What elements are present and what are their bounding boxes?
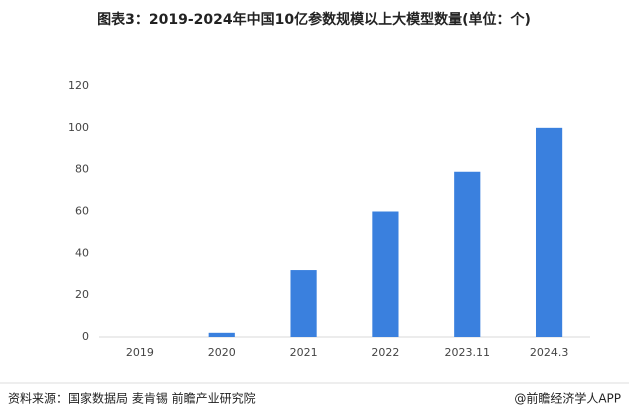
bar [535,127,563,337]
y-tick-label: 100 [68,121,89,134]
bar [372,211,399,337]
x-tick-label: 2024.3 [530,346,569,359]
x-tick-label: 2022 [371,346,399,359]
y-tick-label: 60 [75,205,89,218]
bar [290,270,317,337]
x-tick-label: 2023.11 [445,346,491,359]
x-tick-label: 2020 [208,346,236,359]
bar [208,332,235,337]
bar [454,171,481,337]
x-tick-label: 2019 [126,346,154,359]
y-tick-label: 80 [75,163,89,176]
source: 资料来源：国家数据局 麦肯锡 前瞻产业研究院 [8,391,256,406]
credit: @前瞻经济学人APP [514,391,621,406]
y-tick-label: 0 [82,330,89,343]
x-tick-label: 2021 [290,346,318,359]
y-tick-label: 20 [75,288,89,301]
y-tick-label: 120 [68,79,89,92]
y-tick-label: 40 [75,246,89,259]
chart-title: 图表3：2019-2024年中国10亿参数规模以上大模型数量(单位：个) [97,11,531,28]
